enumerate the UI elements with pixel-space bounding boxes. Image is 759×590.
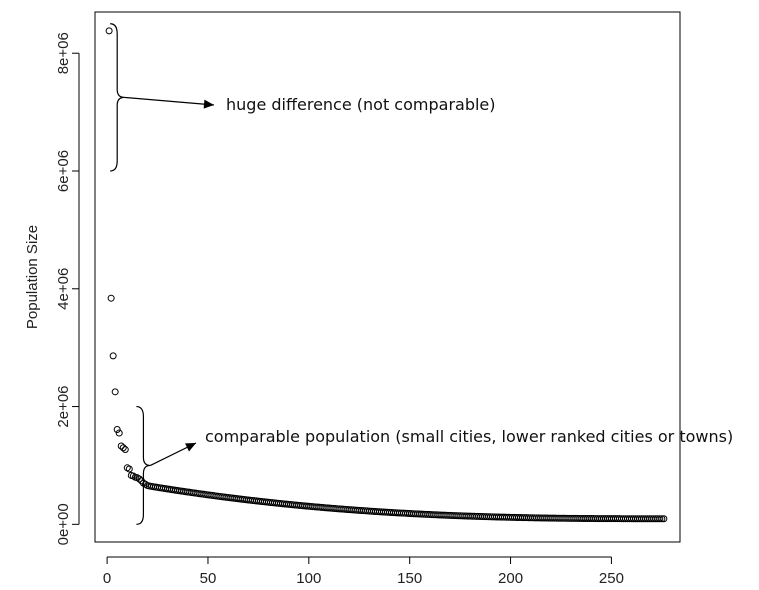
x-tick-label: 250 (599, 570, 624, 587)
annotation-brace-top (110, 23, 125, 172)
y-tick-label: 8e+06 (55, 32, 72, 74)
data-point (107, 294, 115, 302)
data-point (660, 515, 668, 523)
data-point (135, 475, 143, 483)
annotation-text-top: huge difference (not comparable) (226, 95, 496, 114)
data-point (117, 442, 125, 450)
x-tick-label: 150 (397, 570, 422, 587)
annotation-brace-bottom (136, 405, 151, 525)
x-tick-label: 0 (103, 570, 111, 587)
y-tick-label: 2e+06 (55, 385, 72, 427)
x-tick-label: 50 (200, 570, 217, 587)
data-point (109, 352, 117, 360)
y-tick-label: 0e+00 (55, 503, 72, 545)
plot-frame (94, 11, 681, 543)
y-axis-label: Population Size (24, 225, 41, 329)
x-tick-label: 100 (296, 570, 321, 587)
data-point (115, 429, 123, 437)
data-points (105, 27, 668, 523)
annotation-text-bottom: comparable population (small cities, low… (205, 427, 733, 446)
data-point (656, 515, 664, 523)
data-point (113, 426, 121, 434)
data-point (658, 515, 666, 523)
data-point (125, 465, 133, 473)
y-axis: 0e+00 2e+06 4e+06 6e+06 8e+06 (55, 32, 80, 545)
annotation-arrow-top (124, 96, 215, 109)
data-point (137, 477, 145, 485)
y-tick-label: 4e+06 (55, 268, 72, 310)
annotations: huge difference (not comparable) comparab… (110, 23, 733, 525)
x-axis: 0 50 100 150 200 250 (103, 556, 624, 587)
annotation-arrow-bottom (150, 442, 197, 466)
y-tick-label: 6e+06 (55, 150, 72, 192)
data-point (121, 446, 129, 454)
x-tick-label: 200 (498, 570, 523, 587)
data-point (119, 444, 127, 452)
data-point (111, 388, 119, 396)
data-point (105, 27, 113, 35)
